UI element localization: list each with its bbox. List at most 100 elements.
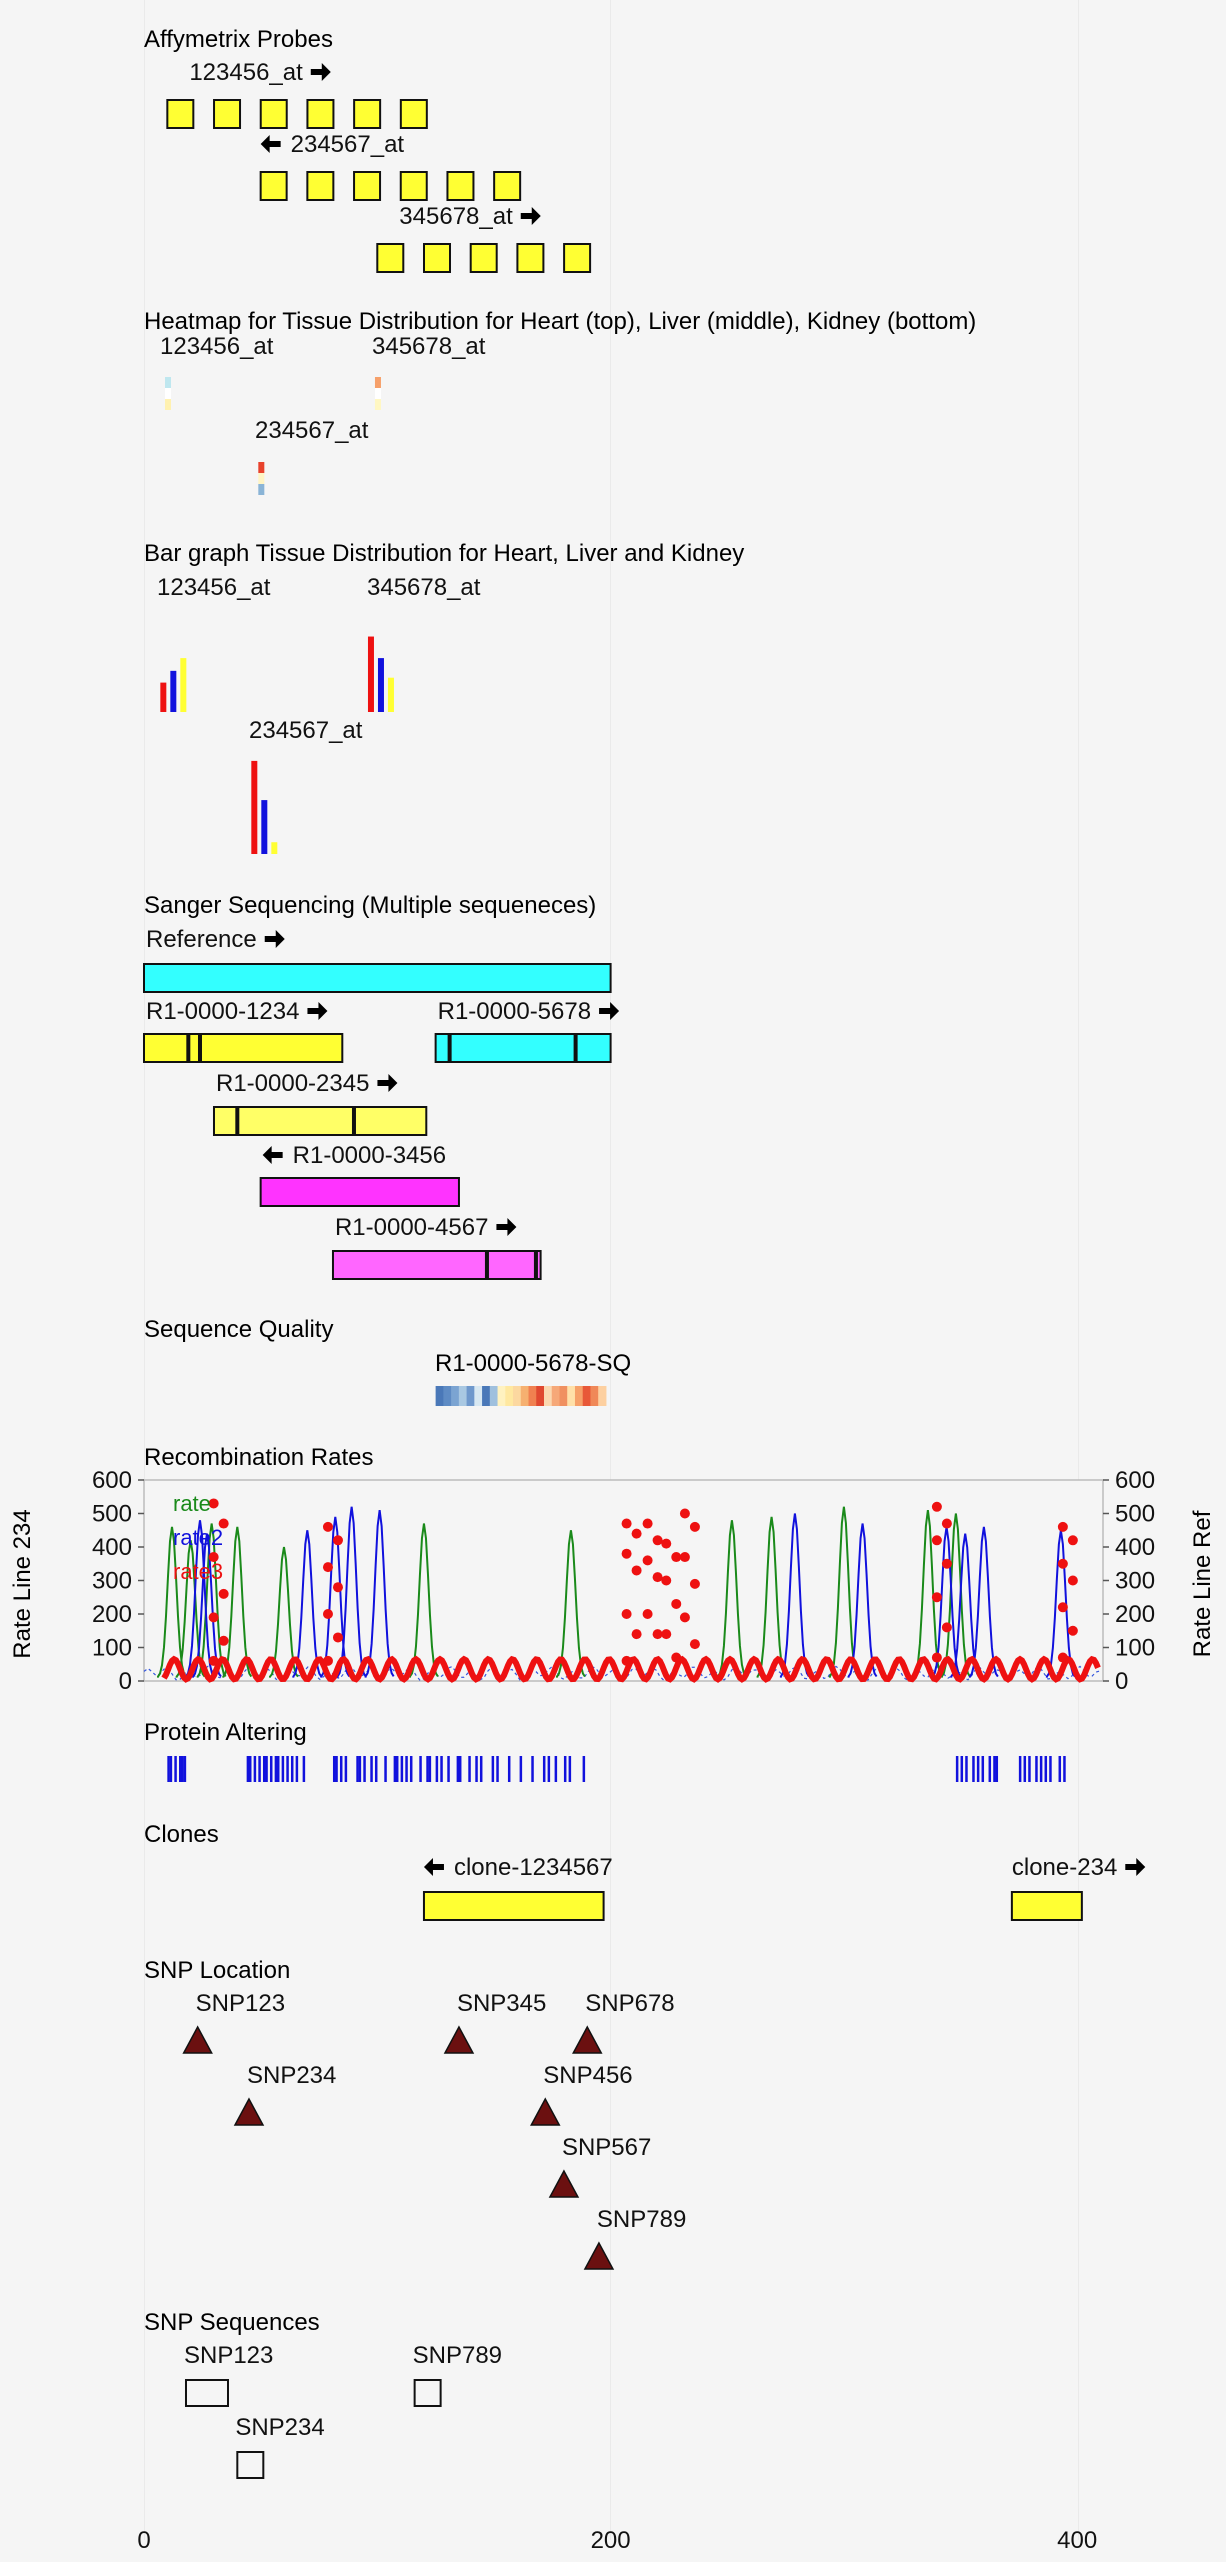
snp-label: SNP678 bbox=[585, 1990, 674, 2017]
rate3-point bbox=[1057, 1652, 1068, 1663]
protein-altering-mark bbox=[554, 1756, 558, 1782]
heatmap-track: Heatmap for Tissue Distribution for Hear… bbox=[144, 308, 976, 495]
protein-altering-mark bbox=[409, 1756, 413, 1782]
probe-square bbox=[423, 243, 451, 273]
right-tick-label: 0 bbox=[1115, 1668, 1128, 1695]
read-variant-mark bbox=[484, 1251, 489, 1279]
protein-altering-mark bbox=[440, 1756, 443, 1782]
protein-altering-mark bbox=[405, 1756, 408, 1782]
protein-altering-mark bbox=[332, 1756, 336, 1782]
sanger-track-title: Sanger Sequencing (Multiple sequeneces) bbox=[144, 892, 596, 919]
protein-altering-mark bbox=[542, 1756, 546, 1782]
quality-cell bbox=[497, 1386, 506, 1406]
probe-square bbox=[446, 171, 475, 201]
protein-altering-mark bbox=[965, 1756, 968, 1782]
axis-tick-label: 200 bbox=[591, 2527, 631, 2554]
protein-altering-mark bbox=[167, 1756, 170, 1782]
rate3-point bbox=[679, 1508, 690, 1519]
protein-altering-track: Protein Altering bbox=[144, 1719, 1066, 1782]
rate3-point bbox=[322, 1521, 333, 1532]
rate3-point bbox=[661, 1538, 672, 1549]
protein-altering-mark bbox=[262, 1756, 266, 1782]
rate3-point bbox=[631, 1528, 642, 1539]
left-tick-label: 200 bbox=[92, 1601, 132, 1628]
rate3-point bbox=[661, 1575, 672, 1586]
protein-altering-mark bbox=[302, 1756, 306, 1782]
heatmap-cell bbox=[374, 388, 381, 399]
protein-altering-mark bbox=[972, 1756, 975, 1782]
protein-altering-mark bbox=[531, 1756, 534, 1782]
rate-peak bbox=[196, 1523, 227, 1678]
rate3-point bbox=[671, 1598, 682, 1609]
rate3-point bbox=[931, 1592, 942, 1603]
right-tick-label: 500 bbox=[1115, 1501, 1155, 1528]
tissue-bar bbox=[271, 842, 278, 854]
read-bar bbox=[259, 1177, 460, 1207]
protein-altering-mark bbox=[281, 1756, 285, 1782]
rate3-point bbox=[679, 1552, 690, 1563]
position-axis: 0 200 400 bbox=[137, 2527, 1097, 2554]
rate2-peak bbox=[847, 1523, 878, 1678]
bargraph-label: 123456_at bbox=[157, 574, 271, 601]
read-label-arrow-icon bbox=[377, 1074, 398, 1092]
protein-track-title: Protein Altering bbox=[144, 1719, 307, 1746]
read-label-arrow-icon bbox=[307, 1002, 328, 1020]
quality-cell bbox=[567, 1386, 576, 1406]
rate3-point bbox=[208, 1655, 219, 1666]
quality-cell bbox=[458, 1386, 468, 1406]
protein-altering-mark bbox=[246, 1756, 250, 1782]
probe-square bbox=[493, 171, 522, 201]
right-tick-label: 100 bbox=[1115, 1635, 1155, 1662]
protein-altering-mark bbox=[1028, 1756, 1031, 1782]
snp-triangle-icon bbox=[443, 2025, 475, 2054]
rate3-point bbox=[1057, 1558, 1068, 1569]
rate2-peak bbox=[184, 1520, 215, 1678]
snp-label: SNP456 bbox=[543, 2062, 632, 2089]
protein-altering-mark bbox=[563, 1756, 567, 1782]
left-axis-label: Rate Line 234 bbox=[9, 1509, 36, 1658]
protein-altering-mark bbox=[269, 1756, 273, 1782]
protein-altering-mark bbox=[335, 1756, 338, 1782]
clone-bar bbox=[422, 1891, 605, 1921]
quality-track-title: Sequence Quality bbox=[144, 1316, 333, 1343]
protein-altering-mark bbox=[428, 1756, 432, 1782]
right-axis-label: Rate Line Ref bbox=[1189, 1510, 1216, 1657]
heatmap-cell bbox=[164, 388, 171, 399]
protein-altering-mark bbox=[995, 1756, 999, 1782]
left-tick-label: 600 bbox=[92, 1467, 132, 1494]
probe-square bbox=[259, 171, 288, 201]
protein-altering-mark bbox=[458, 1756, 462, 1782]
legend-entry: rate2 bbox=[173, 1525, 223, 1550]
affy-track-title: Affymetrix Probes bbox=[144, 26, 333, 53]
quality-cell bbox=[544, 1386, 553, 1406]
bargraph-label: 234567_at bbox=[249, 717, 363, 744]
heatmap-track-title: Heatmap for Tissue Distribution for Hear… bbox=[144, 308, 976, 335]
snp-label: SNP123 bbox=[196, 1990, 285, 2017]
rate3-point bbox=[931, 1652, 942, 1663]
rate3-point bbox=[689, 1521, 700, 1532]
snpseq-box bbox=[184, 2379, 229, 2407]
probe-square bbox=[306, 99, 335, 129]
snp-label: SNP567 bbox=[562, 2134, 651, 2161]
clone-label-arrow-icon bbox=[423, 1858, 444, 1876]
heatmap-cell bbox=[164, 399, 171, 410]
quality-cell bbox=[551, 1386, 560, 1406]
probe-square bbox=[166, 99, 195, 129]
rate3-point bbox=[621, 1548, 632, 1559]
probe-square bbox=[353, 171, 382, 201]
read-variant-mark bbox=[351, 1107, 356, 1135]
read-variant-mark bbox=[235, 1107, 240, 1135]
protein-altering-mark bbox=[290, 1756, 294, 1782]
legend-entry: rate bbox=[173, 1491, 211, 1516]
read-bar bbox=[143, 963, 612, 993]
read-label: R1-0000-2345 bbox=[216, 1070, 369, 1097]
snpseq-label: SNP234 bbox=[235, 2414, 324, 2441]
quality-cell bbox=[505, 1386, 514, 1406]
clone-label: clone-234 bbox=[1012, 1854, 1117, 1881]
quality-cell bbox=[528, 1386, 537, 1406]
tissue-bar bbox=[261, 800, 268, 854]
protein-altering-mark bbox=[960, 1756, 964, 1782]
rate3-point bbox=[652, 1572, 663, 1583]
protein-altering-mark bbox=[181, 1756, 184, 1782]
sanger-track: Sanger Sequencing (Multiple sequeneces) … bbox=[143, 892, 620, 1280]
